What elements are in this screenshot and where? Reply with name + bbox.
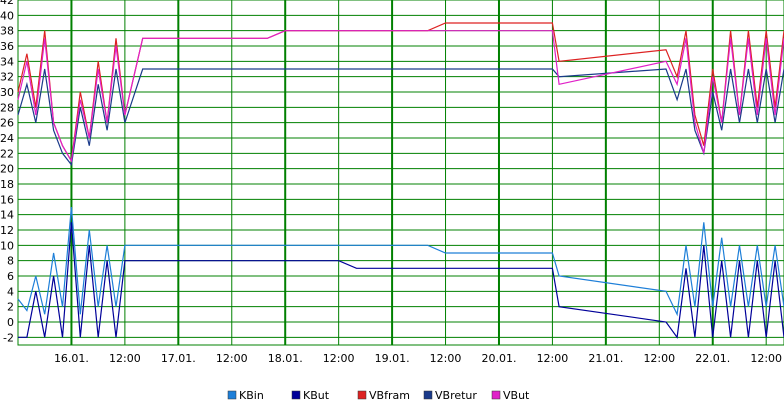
y-tick-label: 20 [0,163,14,176]
y-tick-label: 12 [0,224,14,237]
legend-item-vbut: VBut [491,389,530,402]
y-tick-label: 30 [0,86,14,99]
x-tick-label: 16.01. [54,352,89,365]
x-tick-label: 18.01. [268,352,303,365]
y-tick-label: 38 [0,25,14,38]
series-line-kbin [17,206,784,317]
y-tick-label: 6 [7,270,14,283]
legend-item-vbfram: VBfram [357,389,410,402]
legend-label: KBut [303,389,330,402]
legend-swatch [491,390,501,400]
y-tick-label: 0 [7,316,14,329]
plot-border [17,0,784,346]
y-tick-label: 8 [7,255,14,268]
y-tick-label: 22 [0,147,14,160]
y-tick-labels: -202468101214161820222426283032343638404… [0,0,14,344]
legend-swatch [357,390,367,400]
series-line-vbretur [17,68,784,167]
y-tick-label: 16 [0,193,14,206]
legend-swatch [291,390,301,400]
y-tick-label: 34 [0,55,14,68]
y-tick-label: 32 [0,71,14,84]
y-tick-label: 4 [7,285,14,298]
x-tick-labels: 16.01. 12:00 17.01. 12:00 18.01. 12:00 19.01. 1… [54,352,782,365]
y-tick-label: 28 [0,101,14,114]
grid [17,0,784,346]
x-tick-label: 12:00 [430,352,462,365]
x-tick-label: 12:00 [643,352,675,365]
y-tick-label: -2 [3,331,14,344]
y-tick-label: 14 [0,209,14,222]
x-tick-label: 22.01. [695,352,730,365]
legend-label: VBfram [369,389,410,402]
legend-label: VBretur [435,389,477,402]
series-line-vbut [17,30,784,163]
x-tick-label: 21.01. [588,352,623,365]
legend-item-kbin: KBin [227,389,264,402]
y-tick-label: 18 [0,178,14,191]
x-tick-label: 12:00 [216,352,248,365]
x-tick-label: 17.01. [161,352,196,365]
x-tick-label: 12:00 [537,352,569,365]
series-line-kbut [18,222,784,339]
x-tick-label: 19.01. [375,352,410,365]
x-tick-label: 12:00 [750,352,782,365]
series-layer [17,22,784,339]
legend-swatch [423,390,433,400]
y-tick-label: 40 [0,9,14,22]
y-tick-label: 24 [0,132,14,145]
y-tick-label: 2 [7,301,14,314]
y-tick-label: 26 [0,117,14,130]
y-tick-label: 10 [0,239,14,252]
legend-label: VBut [503,389,530,402]
legend-item-kbut: KBut [291,389,330,402]
legend-item-vbretur: VBretur [423,389,477,402]
y-tick-label: 36 [0,40,14,53]
legend-swatch [227,390,237,400]
x-tick-label: 12:00 [109,352,141,365]
x-tick-label: 12:00 [323,352,355,365]
x-tick-label: 20.01. [481,352,516,365]
y-tick-label: 42 [0,0,14,7]
legend-label: KBin [239,389,264,402]
legend: KBin KBut VBfram VBretur VBut [227,389,530,402]
